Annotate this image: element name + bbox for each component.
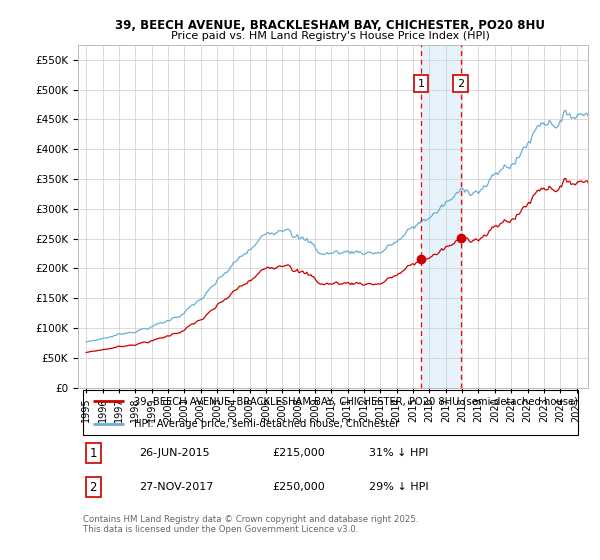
Text: 39, BEECH AVENUE, BRACKLESHAM BAY, CHICHESTER, PO20 8HU: 39, BEECH AVENUE, BRACKLESHAM BAY, CHICH… (115, 18, 545, 32)
Text: 29% ↓ HPI: 29% ↓ HPI (368, 482, 428, 492)
Text: Price paid vs. HM Land Registry's House Price Index (HPI): Price paid vs. HM Land Registry's House … (170, 31, 490, 41)
Text: 1: 1 (89, 447, 97, 460)
Text: £215,000: £215,000 (272, 449, 325, 459)
Text: £250,000: £250,000 (272, 482, 325, 492)
Text: 2: 2 (89, 481, 97, 494)
Text: 2: 2 (457, 78, 464, 88)
Text: 39, BEECH AVENUE, BRACKLESHAM BAY, CHICHESTER, PO20 8HU (semi-detached house): 39, BEECH AVENUE, BRACKLESHAM BAY, CHICH… (134, 396, 578, 406)
Text: 27-NOV-2017: 27-NOV-2017 (139, 482, 214, 492)
Text: 26-JUN-2015: 26-JUN-2015 (139, 449, 210, 459)
Text: Contains HM Land Registry data © Crown copyright and database right 2025.
This d: Contains HM Land Registry data © Crown c… (83, 515, 419, 534)
Text: 31% ↓ HPI: 31% ↓ HPI (368, 449, 428, 459)
Bar (421, 45, 461, 388)
Text: 1: 1 (418, 78, 425, 88)
Text: HPI: Average price, semi-detached house, Chichester: HPI: Average price, semi-detached house,… (134, 419, 400, 430)
